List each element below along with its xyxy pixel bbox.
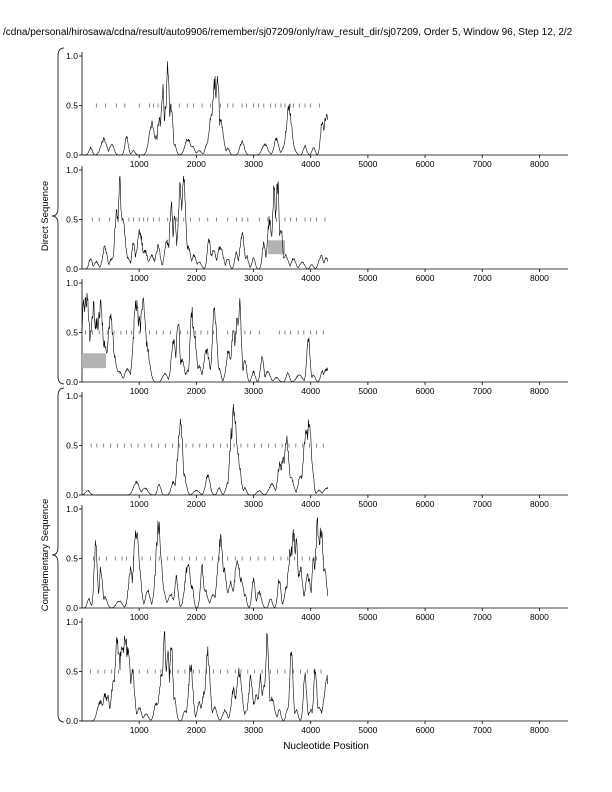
x-tick-label: 8000: [530, 273, 549, 283]
x-axis-title: Nucleotide Position: [283, 741, 369, 752]
x-tick-label: 4000: [301, 725, 320, 735]
x-tick-label: 5000: [358, 612, 377, 622]
page-title: /cdna/personal/hirosawa/cdna/result/auto…: [3, 27, 573, 38]
x-tick-label: 3000: [244, 386, 263, 396]
x-tick-label: 5000: [358, 386, 377, 396]
x-tick-label: 6000: [416, 499, 435, 509]
y-tick-label: 0.5: [66, 441, 78, 451]
x-tick-label: 3000: [244, 273, 263, 283]
x-tick-label: 7000: [473, 273, 492, 283]
x-tick-label: 8000: [530, 499, 549, 509]
x-tick-label: 5000: [358, 273, 377, 283]
y-tick-label: 0.0: [66, 716, 78, 726]
x-tick-label: 2000: [187, 499, 206, 509]
x-tick-label: 1000: [130, 612, 149, 622]
plot-panel-2: 0.0 0.5 1.0 1000 2000 3000 4000 5000 6000 7000 800…: [66, 165, 568, 283]
x-tick-label: 8000: [530, 386, 549, 396]
x-tick-label: 1000: [130, 725, 149, 735]
x-tick-label: 8000: [530, 159, 549, 169]
x-tick-label: 2000: [187, 273, 206, 283]
x-tick-label: 7000: [473, 725, 492, 735]
y-tick-label: 0.0: [66, 150, 78, 160]
y-tick-label: 0.5: [66, 554, 78, 564]
y-tick-label: 0.0: [66, 377, 78, 387]
y-tick-label: 1.0: [66, 391, 78, 401]
plot-panel-6: 0.0 0.5 1.0 1000 2000 3000 4000 5000 6000 7000 800…: [66, 617, 568, 735]
x-tick-label: 6000: [416, 612, 435, 622]
x-tick-label: 6000: [416, 273, 435, 283]
brace: [51, 387, 65, 723]
signal-line: [82, 631, 328, 722]
x-tick-label: 6000: [416, 159, 435, 169]
group-label: Complementary Sequence: [40, 499, 51, 611]
signal-line: [81, 403, 328, 496]
x-tick-label: 2000: [187, 386, 206, 396]
y-tick-label: 1.0: [66, 165, 78, 175]
highlight-box: [267, 240, 285, 255]
x-tick-label: 8000: [530, 612, 549, 622]
x-tick-label: 4000: [301, 159, 320, 169]
highlight-box: [82, 353, 107, 369]
x-tick-label: 3000: [244, 499, 263, 509]
x-tick-label: 4000: [301, 273, 320, 283]
x-tick-label: 4000: [301, 386, 320, 396]
x-tick-label: 5000: [358, 725, 377, 735]
x-tick-label: 2000: [187, 612, 206, 622]
plot-panel-1: 0.0 0.5 1.0 1000 2000 3000 4000 5000 6000 7000 800…: [66, 51, 568, 169]
x-tick-label: 6000: [416, 725, 435, 735]
x-tick-label: 3000: [244, 612, 263, 622]
brace: [51, 47, 65, 385]
group-label: Direct Sequence: [40, 181, 51, 251]
x-tick-label: 7000: [473, 386, 492, 396]
y-tick-label: 0.5: [66, 667, 78, 677]
y-tick-label: 1.0: [66, 51, 78, 61]
y-tick-label: 1.0: [66, 617, 78, 627]
x-tick-label: 5000: [358, 159, 377, 169]
y-tick-label: 1.0: [66, 278, 78, 288]
plot-panel-5: 0.0 0.5 1.0 1000 2000 3000 4000 5000 6000 7000 800…: [66, 504, 568, 622]
y-tick-label: 0.5: [66, 328, 78, 338]
plot-panel-4: 0.0 0.5 1.0 1000 2000 3000 4000 5000 6000 7000 800…: [66, 391, 568, 509]
signal-line: [82, 517, 328, 609]
y-tick-label: 0.0: [66, 490, 78, 500]
x-tick-label: 4000: [301, 612, 320, 622]
x-tick-label: 3000: [244, 159, 263, 169]
y-tick-label: 0.5: [66, 101, 78, 111]
x-tick-label: 7000: [473, 499, 492, 509]
x-tick-label: 2000: [187, 159, 206, 169]
x-tick-label: 5000: [358, 499, 377, 509]
signal-line: [81, 292, 328, 383]
signal-line: [82, 61, 328, 156]
x-tick-label: 1000: [130, 386, 149, 396]
group-bracket: Complementary Sequence: [40, 387, 65, 723]
x-tick-label: 3000: [244, 725, 263, 735]
x-tick-label: 1000: [130, 273, 149, 283]
x-tick-label: 2000: [187, 725, 206, 735]
y-tick-label: 0.0: [66, 603, 78, 613]
x-tick-label: 8000: [530, 725, 549, 735]
x-tick-label: 1000: [130, 499, 149, 509]
y-tick-label: 1.0: [66, 504, 78, 514]
x-tick-label: 7000: [473, 159, 492, 169]
y-tick-label: 0.5: [66, 215, 78, 225]
x-tick-label: 6000: [416, 386, 435, 396]
group-bracket: Direct Sequence: [40, 47, 65, 385]
y-tick-label: 0.0: [66, 264, 78, 274]
plot-panel-3: 0.0 0.5 1.0 1000 2000 3000 4000 5000 6000 7000 800…: [66, 278, 568, 396]
signal-line: [82, 175, 328, 270]
x-tick-label: 1000: [130, 159, 149, 169]
x-tick-label: 7000: [473, 612, 492, 622]
x-tick-label: 4000: [301, 499, 320, 509]
